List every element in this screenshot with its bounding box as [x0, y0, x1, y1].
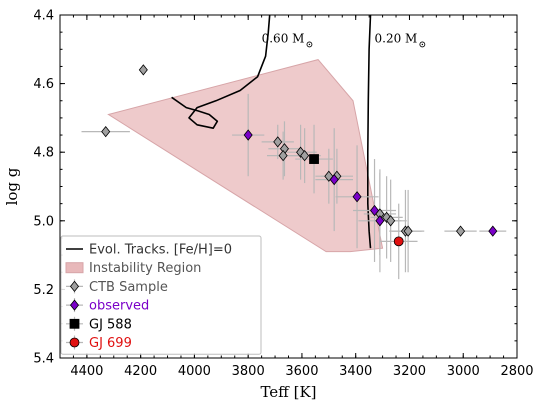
legend-label-ctb-sample: CTB Sample — [89, 280, 168, 295]
x-tick-label: 4400 — [70, 364, 103, 379]
y-tick-label: 5.4 — [33, 352, 54, 367]
legend-marker-gj-588 — [69, 318, 80, 329]
instability-region — [107, 59, 384, 253]
observed-point — [370, 204, 380, 217]
legend-marker-observed — [69, 299, 80, 311]
ctb-sample-point — [300, 149, 310, 162]
legend-label-gj-588: GJ 588 — [89, 317, 132, 332]
legend-box — [60, 235, 262, 355]
x-tick-label: 4200 — [124, 364, 157, 379]
legend-label-evol-tracks-fe-h-0: Evol. Tracks. [Fe/H]=0 — [89, 243, 232, 258]
gj-588-point — [309, 154, 319, 164]
y-axis-title: log g — [3, 167, 21, 205]
evol-track-2 — [367, 14, 372, 249]
x-axis-title: Teff [K] — [260, 383, 316, 401]
legend-label-instability-region: Instability Region — [89, 261, 201, 276]
sun-symbol-icon — [306, 41, 313, 48]
gj-699-point — [393, 236, 404, 247]
ctb-sample-point — [403, 225, 413, 237]
sun-symbol-icon — [419, 41, 426, 48]
x-tick-label: 3200 — [393, 364, 426, 379]
sun-symbol-dot — [421, 43, 424, 46]
x-tick-label: 3600 — [285, 364, 318, 379]
track-label-1: 0.60 M — [262, 31, 305, 45]
legend-label-observed: observed — [89, 299, 149, 314]
x-tick-label: 2800 — [500, 364, 533, 379]
x-tick-label: 3800 — [232, 364, 265, 379]
observed-point — [488, 225, 498, 237]
ctb-sample-point — [138, 64, 148, 76]
ctb-sample-point — [273, 136, 283, 148]
ctb-sample-point — [386, 215, 396, 227]
ctb-sample-point — [278, 149, 288, 162]
observed-point — [329, 173, 339, 186]
observed-point — [375, 215, 385, 227]
evol-track-1 — [171, 14, 271, 129]
legend-marker-gj-699 — [69, 337, 80, 348]
y-tick-label: 5.2 — [33, 283, 54, 298]
y-tick-label: 4.8 — [33, 146, 54, 161]
x-tick-label: 4000 — [178, 364, 211, 379]
x-tick-label: 3000 — [447, 364, 480, 379]
y-tick-label: 5.0 — [33, 214, 54, 229]
ctb-sample-point — [101, 125, 111, 138]
legend-patch-swatch — [65, 262, 84, 274]
ctb-sample-point — [456, 225, 466, 237]
sun-symbol-dot — [308, 43, 311, 46]
y-tick-label: 4.4 — [33, 9, 54, 24]
y-tick-label: 4.6 — [33, 77, 54, 92]
x-tick-label: 3400 — [339, 364, 372, 379]
observed-point — [243, 129, 253, 141]
legend-label-gj-699: GJ 699 — [89, 336, 132, 351]
track-label-2: 0.20 M — [375, 31, 418, 45]
legend-marker-ctb-sample — [69, 280, 80, 293]
observed-point — [352, 191, 362, 203]
